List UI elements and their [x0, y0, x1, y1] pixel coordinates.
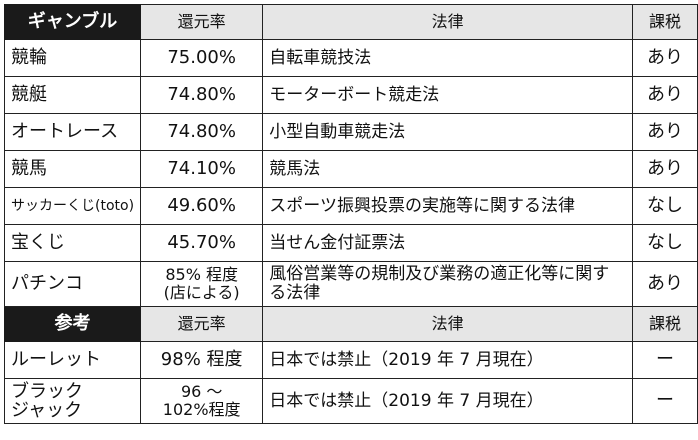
cell-tax: あり [632, 261, 698, 307]
cell-tax: なし [632, 187, 698, 225]
cell-gamble: パチンコ [3, 261, 142, 307]
cell-game: ルーレット [3, 341, 142, 379]
cell-tax: なし [632, 224, 698, 262]
cell-game: ブラック ジャック [3, 378, 142, 424]
cell-law: スポーツ振興投票の実施等に関する法律 [262, 187, 633, 225]
cell-return-rate: 74.80% [140, 76, 264, 114]
table-row: ブラック ジャック 96 ～ 102%程度 日本では禁止（2019 年 7 月現… [3, 378, 698, 424]
cell-gamble: 競輪 [3, 39, 142, 77]
cell-return-rate: 96 ～ 102%程度 [140, 378, 264, 424]
cell-tax: あり [632, 76, 698, 114]
header-law: 法律 [262, 306, 633, 342]
table-row: 宝くじ 45.70% 当せん金付証票法 なし [3, 224, 698, 262]
cell-law: 風俗営業等の規制及び業務の適正化等に関する法律 [262, 261, 633, 307]
table-row: ルーレット 98% 程度 日本では禁止（2019 年 7 月現在） ー [3, 341, 698, 379]
cell-return-rate: 49.60% [140, 187, 264, 225]
header-tax: 課税 [632, 4, 698, 40]
cell-tax: あり [632, 150, 698, 188]
table-row: 競馬 74.10% 競馬法 あり [3, 150, 698, 188]
header-reference: 参考 [3, 306, 142, 342]
cell-law: 自転車競技法 [262, 39, 633, 77]
cell-law: 小型自動車競走法 [262, 113, 633, 151]
cell-gamble: 競艇 [3, 76, 142, 114]
cell-law: 日本では禁止（2019 年 7 月現在） [262, 378, 633, 424]
table-row: 競輪 75.00% 自転車競技法 あり [3, 39, 698, 77]
header-gamble: ギャンブル [3, 4, 142, 40]
cell-return-rate: 75.00% [140, 39, 264, 77]
cell-gamble: 宝くじ [3, 224, 142, 262]
table-row: パチンコ 85% 程度 (店による) 風俗営業等の規制及び業務の適正化等に関する… [3, 261, 698, 307]
table-row: オートレース 74.80% 小型自動車競走法 あり [3, 113, 698, 151]
header-return-rate: 還元率 [140, 4, 264, 40]
cell-law: 競馬法 [262, 150, 633, 188]
cell-gamble: サッカーくじ(toto) [3, 187, 142, 225]
cell-tax: あり [632, 113, 698, 151]
return-rate-table-container: ギャンブル 還元率 法律 課税 競輪 75.00% 自転車競技法 あり 競艇 7… [3, 4, 698, 424]
cell-law: 当せん金付証票法 [262, 224, 633, 262]
cell-return-rate: 74.80% [140, 113, 264, 151]
reference-header-row: 参考 還元率 法律 課税 [3, 306, 698, 342]
cell-tax: ー [632, 378, 698, 424]
header-return-rate: 還元率 [140, 306, 264, 342]
table-row: 競艇 74.80% モーターボート競走法 あり [3, 76, 698, 114]
cell-law: モーターボート競走法 [262, 76, 633, 114]
cell-tax: ー [632, 341, 698, 379]
cell-return-rate: 98% 程度 [140, 341, 264, 379]
header-tax: 課税 [632, 306, 698, 342]
cell-law: 日本では禁止（2019 年 7 月現在） [262, 341, 633, 379]
table-header-row: ギャンブル 還元率 法律 課税 [3, 4, 698, 40]
cell-return-rate: 45.70% [140, 224, 264, 262]
cell-return-rate: 85% 程度 (店による) [140, 261, 264, 307]
table-row: サッカーくじ(toto) 49.60% スポーツ振興投票の実施等に関する法律 な… [3, 187, 698, 225]
cell-tax: あり [632, 39, 698, 77]
cell-gamble: 競馬 [3, 150, 142, 188]
gambling-return-rate-table: ギャンブル 還元率 法律 課税 競輪 75.00% 自転車競技法 あり 競艇 7… [3, 4, 698, 424]
cell-return-rate: 74.10% [140, 150, 264, 188]
header-law: 法律 [262, 4, 633, 40]
cell-gamble: オートレース [3, 113, 142, 151]
